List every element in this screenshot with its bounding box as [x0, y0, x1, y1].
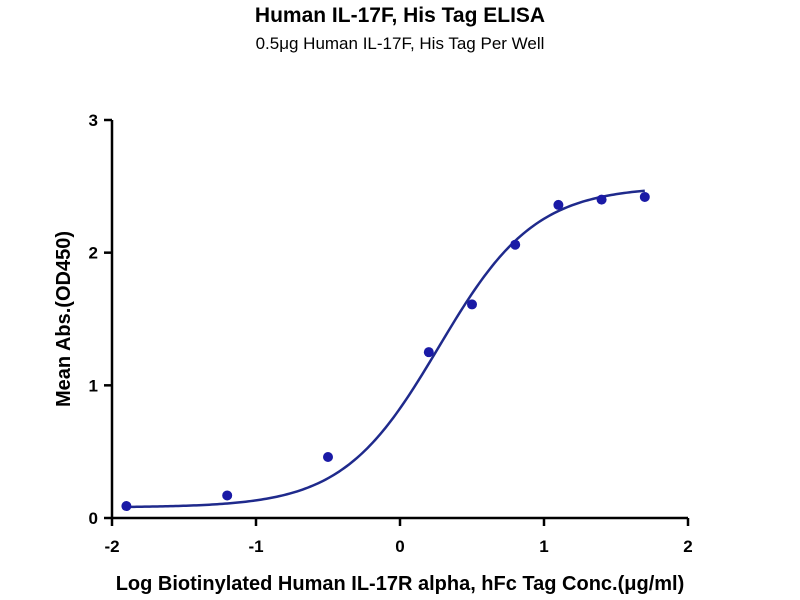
x-axis-title: Log Biotinylated Human IL-17R alpha, hFc… [116, 573, 685, 595]
chart-subtitle: 0.5μg Human IL-17F, His Tag Per Well [255, 34, 545, 53]
data-point [596, 194, 607, 205]
chart-title: Human IL-17F, His Tag ELISA [254, 4, 546, 27]
data-point [510, 239, 521, 250]
y-tick-label: 3 [89, 111, 98, 130]
data-point [323, 451, 333, 462]
data-point [222, 490, 233, 501]
y-tick-label: 1 [89, 376, 98, 395]
data-point [423, 347, 434, 358]
axes: 0 1 2 3 -2 -1 0 1 2 [89, 111, 693, 556]
x-tick-label: 1 [539, 537, 548, 556]
y-tick-label: 2 [89, 244, 98, 263]
x-tick-label: 0 [395, 537, 404, 556]
x-tick-label: -1 [248, 537, 263, 556]
data-point [121, 501, 132, 512]
data-points-layer [121, 191, 650, 512]
data-point [553, 199, 564, 210]
x-tick-label: -2 [104, 537, 119, 556]
x-tick-label: 2 [683, 537, 692, 556]
data-point [467, 299, 477, 310]
y-axis-title: Mean Abs.(OD450) [53, 231, 75, 407]
data-point [639, 191, 650, 202]
fit-curve [126, 189, 645, 509]
fit-curve-layer [126, 189, 645, 509]
y-tick-label: 0 [89, 509, 98, 528]
